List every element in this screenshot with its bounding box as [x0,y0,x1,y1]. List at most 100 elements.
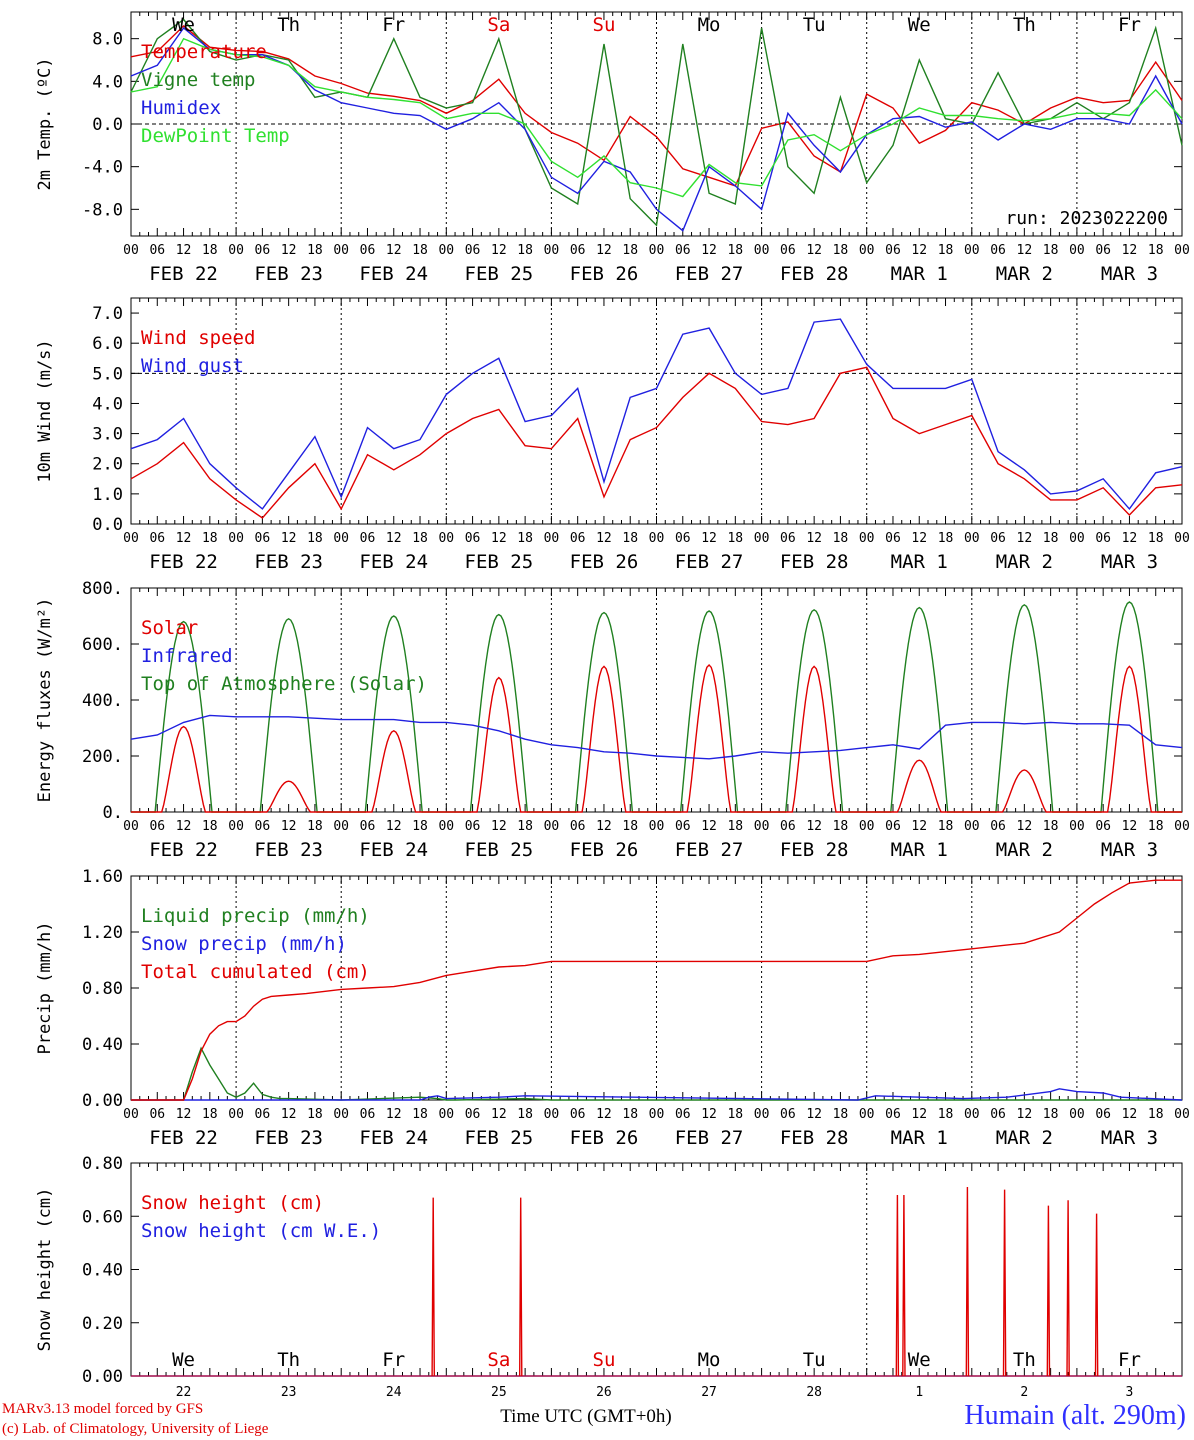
hour-tick-label: 00 [964,243,980,258]
hour-tick-label: 18 [202,1107,218,1122]
hour-tick-label: 12 [281,1107,297,1122]
hour-tick-label: 18 [412,1107,428,1122]
date-label: MAR 2 [996,839,1053,861]
hour-tick-label: 12 [1017,531,1033,546]
hour-tick-label: 00 [544,243,560,258]
hour-tick-label: 18 [1148,531,1164,546]
hour-tick-label: 06 [990,243,1006,258]
snow-spike [431,1197,435,1377]
y-tick-label: 6.0 [92,334,123,354]
hour-tick-label: 12 [491,1107,507,1122]
hour-tick-label: 12 [701,819,717,834]
hour-tick-label: 00 [228,819,244,834]
y-axis-label: Snow height (cm) [35,1188,55,1352]
hour-tick-label: 06 [1095,531,1111,546]
hour-tick-label: 12 [806,1107,822,1122]
hour-tick-label: 06 [675,819,691,834]
y-tick-label: 5.0 [92,364,123,384]
solar-arch [1076,665,1182,813]
date-label: MAR 2 [996,1127,1053,1149]
legend-entry: Snow height (cm W.E.) [141,1220,381,1242]
weekday-label: We [172,14,195,36]
hour-tick-label: 06 [255,1107,271,1122]
hour-tick-label: 00 [1174,531,1190,546]
date-label: FEB 22 [149,551,218,573]
snow-spike [1002,1189,1007,1377]
hour-tick-label: 06 [990,819,1006,834]
panel-wind [130,297,1183,525]
legend-entry: DewPoint Temp [141,125,290,147]
hour-tick-label: 06 [885,243,901,258]
toa-arch [971,603,1077,813]
hour-tick-label: 12 [176,819,192,834]
y-tick-label: 1.20 [82,923,123,943]
hour-tick-label: 12 [386,531,402,546]
hour-tick-label: 12 [911,819,927,834]
hour-tick-label: 12 [806,819,822,834]
hour-tick-label: 06 [570,531,586,546]
run-label: run: 2023022200 [1005,208,1168,229]
hour-tick-label: 06 [675,243,691,258]
date-label: FEB 22 [149,839,218,861]
panel-temp [130,11,1183,237]
hour-tick-label: 06 [360,243,376,258]
hour-tick-label: 18 [412,243,428,258]
toa-arch [446,613,552,813]
hour-tick-label: 06 [990,1107,1006,1122]
legend-entry: Wind gust [141,355,244,377]
weekday-label: Th [1013,14,1036,36]
hour-tick-label: 06 [885,819,901,834]
hour-tick-label: 00 [333,243,349,258]
y-tick-label: 0.00 [82,1091,123,1111]
date-label: MAR 2 [996,263,1053,285]
y-tick-label: -8.0 [82,200,123,220]
series-line-dewpoint-temp [130,37,1183,198]
weekday-label: Sa [487,1349,510,1371]
hour-tick-label: 06 [780,1107,796,1122]
hour-tick-label: 06 [149,243,165,258]
snow-spike [895,1194,900,1377]
date-label: FEB 25 [465,263,534,285]
y-tick-label: 0.0 [92,515,123,535]
y-tick-label: 8.0 [92,30,123,50]
infrared-line [130,714,1183,760]
y-axis-label: 10m Wind (m/s) [35,339,55,482]
date-label: MAR 3 [1101,1127,1158,1149]
y-tick-label: 4.0 [92,394,123,414]
hour-tick-label: 12 [176,1107,192,1122]
hour-tick-label: 18 [517,531,533,546]
hour-tick-label: 00 [1174,1107,1190,1122]
day-number-label: 3 [1126,1385,1134,1400]
hour-tick-label: 18 [938,531,954,546]
date-label: MAR 3 [1101,551,1158,573]
toa-arch [341,615,447,813]
hour-tick-label: 00 [544,1107,560,1122]
hour-tick-label: 00 [859,1107,875,1122]
hour-tick-label: 00 [964,1107,980,1122]
hour-tick-label: 00 [1069,243,1085,258]
station-name: Humain (alt. 290m) [964,1400,1186,1431]
series-line-wind-speed [130,366,1183,519]
hour-tick-label: 18 [727,1107,743,1122]
hour-tick-label: 12 [1122,531,1138,546]
y-tick-label: 0.60 [82,1207,123,1227]
hour-tick-label: 06 [675,1107,691,1122]
lab-credit: (c) Lab. of Climatology, University of L… [2,1421,269,1437]
hour-tick-label: 00 [438,1107,454,1122]
snow-spike [1094,1213,1099,1377]
hour-tick-label: 18 [517,243,533,258]
date-label: FEB 27 [675,839,744,861]
hour-tick-label: 18 [833,243,849,258]
hour-tick-label: 12 [386,819,402,834]
hour-tick-label: 18 [833,819,849,834]
weekday-label: Fr [1118,1349,1141,1371]
weekday-label: Mo [698,1349,721,1371]
day-number-label: 23 [281,1385,297,1400]
legend-entry: Temperature [141,41,267,63]
hour-tick-label: 06 [360,1107,376,1122]
series-line-snow-precip-mm-h- [131,1088,1183,1101]
y-tick-label: 0.40 [82,1035,123,1055]
hour-tick-label: 00 [123,243,139,258]
snow-spike [965,1186,970,1377]
day-number-label: 22 [176,1385,192,1400]
